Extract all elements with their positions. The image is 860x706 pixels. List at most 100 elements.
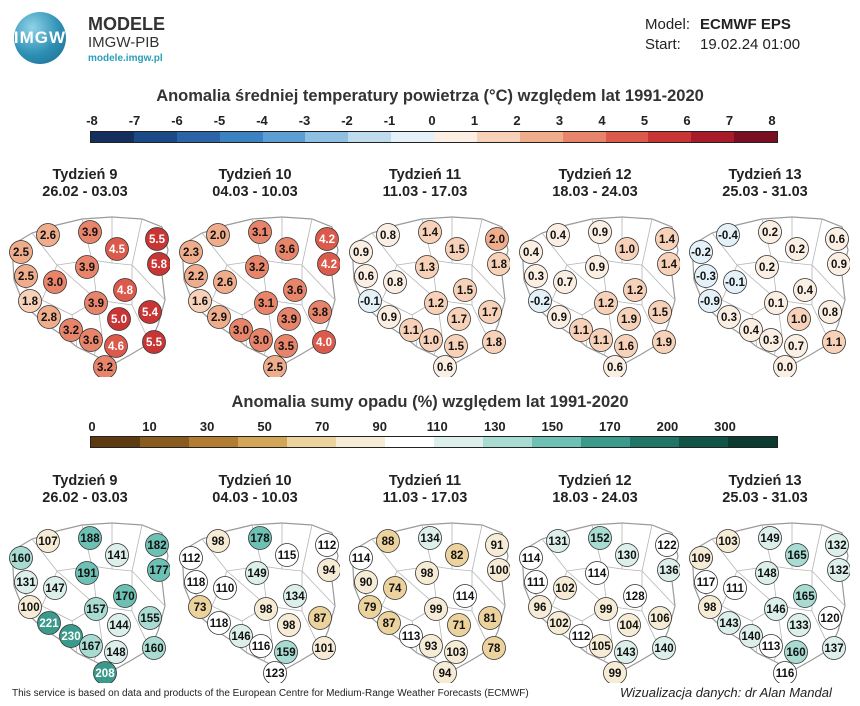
colorbar-segment: [140, 437, 189, 447]
station-marker: 140: [652, 636, 676, 660]
station-marker: 1.2: [424, 291, 448, 315]
station-value: 106: [650, 613, 669, 625]
station-circle: [694, 570, 718, 594]
station-marker: 115: [275, 543, 299, 567]
station-value: 140: [654, 643, 673, 655]
station-marker: 3.6: [79, 328, 103, 352]
station-circle: [75, 561, 99, 585]
scale-tick-label: 30: [199, 419, 215, 434]
station-circle: [147, 252, 170, 276]
station-circle: [274, 334, 298, 358]
station-circle: [206, 223, 230, 247]
week-dates: 18.03 - 24.03: [552, 184, 638, 200]
station-marker: 3.0: [43, 270, 67, 294]
brand-url[interactable]: modele.imgw.pl: [88, 53, 163, 64]
station-circle: [147, 558, 170, 582]
station-value: 98: [421, 568, 434, 580]
week-dates: 11.03 - 17.03: [382, 184, 468, 200]
station-marker: 74: [383, 576, 407, 600]
station-value: 3.2: [63, 325, 79, 337]
station-circle: [36, 223, 60, 247]
colorbar-segment: [305, 132, 349, 142]
station-circle: [759, 328, 783, 352]
station-value: 147: [45, 583, 64, 595]
station-circle: [519, 240, 543, 264]
station-marker: 2.6: [213, 270, 237, 294]
scale-tick-label: 170: [599, 419, 621, 434]
station-circle: [418, 526, 442, 550]
station-marker: 148: [104, 640, 128, 664]
station-circle: [213, 270, 237, 294]
station-value: 115: [278, 550, 297, 562]
station-value: 0.6: [829, 234, 845, 246]
station-marker: 112: [315, 533, 339, 557]
station-marker: 96: [528, 595, 552, 619]
station-circle: [59, 624, 83, 648]
week-title: Tydzień 9: [52, 167, 118, 183]
week-dates: 18.03 - 24.03: [552, 490, 638, 506]
station-marker: 112: [569, 624, 593, 648]
station-value: 1.5: [449, 244, 466, 256]
station-value: 221: [39, 618, 59, 630]
station-value: 3.9: [88, 298, 104, 310]
week-panel: Tydzień 11 11.03 - 17.03 88 134 114 82 91 100 90…: [340, 473, 510, 683]
station-value: 118: [187, 577, 206, 589]
station-circle: [283, 278, 307, 302]
station-value: 167: [81, 641, 100, 653]
station-value: 120: [820, 613, 839, 625]
station-circle: [787, 613, 811, 637]
imgw-logo: [14, 12, 66, 64]
station-marker: -0.1: [358, 289, 382, 313]
station-value: 1.0: [791, 314, 807, 326]
station-circle: [827, 252, 850, 276]
station-circle: [447, 307, 471, 331]
station-marker: 0.4: [793, 278, 817, 302]
station-circle: [213, 576, 237, 600]
station-value: 144: [109, 620, 129, 632]
station-circle: [142, 636, 166, 660]
station-value: 149: [760, 533, 779, 545]
station-value: 0.9: [589, 262, 605, 274]
station-circle: [553, 576, 577, 600]
station-marker: 117: [694, 570, 718, 594]
station-circle: [615, 237, 639, 261]
station-value: 1.1: [826, 337, 843, 349]
station-circle: [528, 289, 552, 313]
start-label: Start:: [645, 36, 681, 53]
station-value: 79: [364, 602, 377, 614]
station-marker: 87: [308, 606, 332, 630]
station-circle: [317, 558, 340, 582]
station-value: 116: [252, 641, 271, 653]
week-panel: Tydzień 9 26.02 - 03.03 107 188 160 141 182 177…: [0, 473, 170, 683]
station-value: -0.4: [718, 230, 738, 242]
station-circle: [739, 624, 763, 648]
station-marker: 1.4: [655, 227, 679, 251]
scale-tick-label: 50: [257, 419, 272, 434]
station-circle: [383, 270, 407, 294]
station-circle: [589, 328, 613, 352]
station-circle: [485, 227, 509, 251]
station-circle: [377, 305, 401, 329]
station-circle: [784, 640, 808, 664]
colorbar-segment: [728, 437, 777, 447]
station-marker: 4.5: [105, 237, 129, 261]
region-border: [471, 264, 506, 301]
station-value: 146: [231, 631, 250, 643]
station-marker: 2.9: [207, 305, 231, 329]
station-circle: [315, 533, 339, 557]
station-value: 137: [824, 643, 843, 655]
station-circle: [424, 291, 448, 315]
region-border: [131, 264, 166, 301]
station-circle: [358, 595, 382, 619]
station-marker: 94: [433, 661, 457, 683]
station-circle: [245, 255, 269, 279]
station-value: 3.6: [279, 244, 295, 256]
station-marker: 2.8: [37, 305, 61, 329]
station-marker: 4.6: [104, 334, 128, 358]
week-title: Tydzień 12: [558, 167, 632, 183]
colorbar-segment: [562, 132, 606, 142]
station-circle: [447, 613, 471, 637]
station-circle: [207, 305, 231, 329]
station-value: 140: [741, 631, 760, 643]
station-circle: [758, 220, 782, 244]
